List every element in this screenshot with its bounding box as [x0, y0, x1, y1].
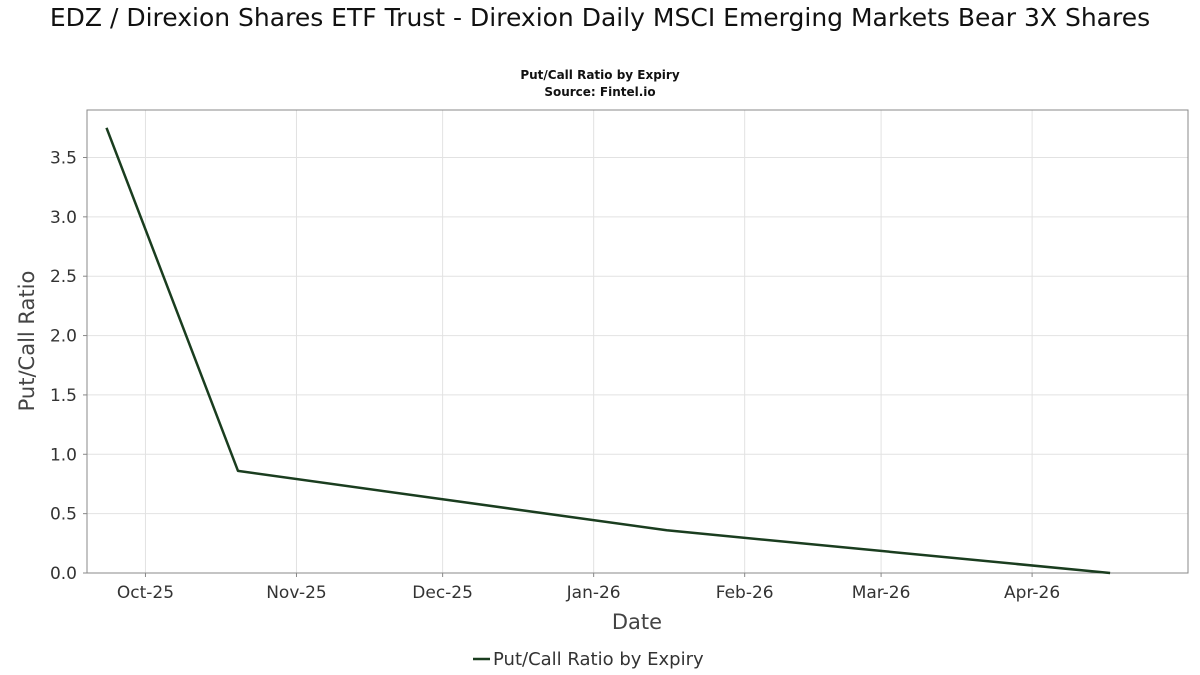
x-tick-label: Mar-26	[852, 583, 911, 603]
y-axis-title: Put/Call Ratio	[15, 271, 39, 412]
x-tick-label: Nov-25	[266, 583, 327, 603]
x-axis-title: Date	[612, 610, 662, 634]
x-tick-label: Feb-26	[716, 583, 774, 603]
x-tick-label: Jan-26	[566, 583, 621, 603]
grid-layer	[87, 110, 1188, 574]
y-tick-label: 0.5	[50, 505, 77, 525]
plot-area-frame	[86, 109, 1189, 574]
x-tick-label: Dec-25	[412, 583, 473, 603]
y-tick-label: 1.0	[50, 445, 77, 465]
x-tick-label: Oct-25	[117, 583, 174, 603]
y-tick-label: 2.5	[50, 267, 77, 287]
y-tick-label: 0.0	[50, 564, 77, 584]
chart-source: Source: Fintel.io	[544, 85, 656, 99]
series-layer	[105, 127, 1111, 575]
legend: Put/Call Ratio by Expiry	[473, 649, 704, 670]
y-tick-label: 1.5	[50, 386, 77, 406]
series-line	[105, 127, 1111, 575]
y-tick-label: 2.0	[50, 327, 77, 347]
chart-title: EDZ / Direxion Shares ETF Trust - Direxi…	[49, 3, 1151, 32]
y-tick-label: 3.0	[50, 208, 77, 228]
y-axis: 0.0 0.5 1.0 1.5 2.0 2.5 3.0 3.5	[50, 148, 87, 584]
y-tick-label: 3.5	[50, 148, 77, 168]
legend-label: Put/Call Ratio by Expiry	[493, 649, 704, 670]
x-axis: Oct-25 Nov-25 Dec-25 Jan-26 Feb-26 Mar-26 Apr-…	[117, 573, 1060, 603]
x-tick-label: Apr-26	[1004, 583, 1060, 603]
chart-subtitle: Put/Call Ratio by Expiry	[520, 68, 680, 82]
